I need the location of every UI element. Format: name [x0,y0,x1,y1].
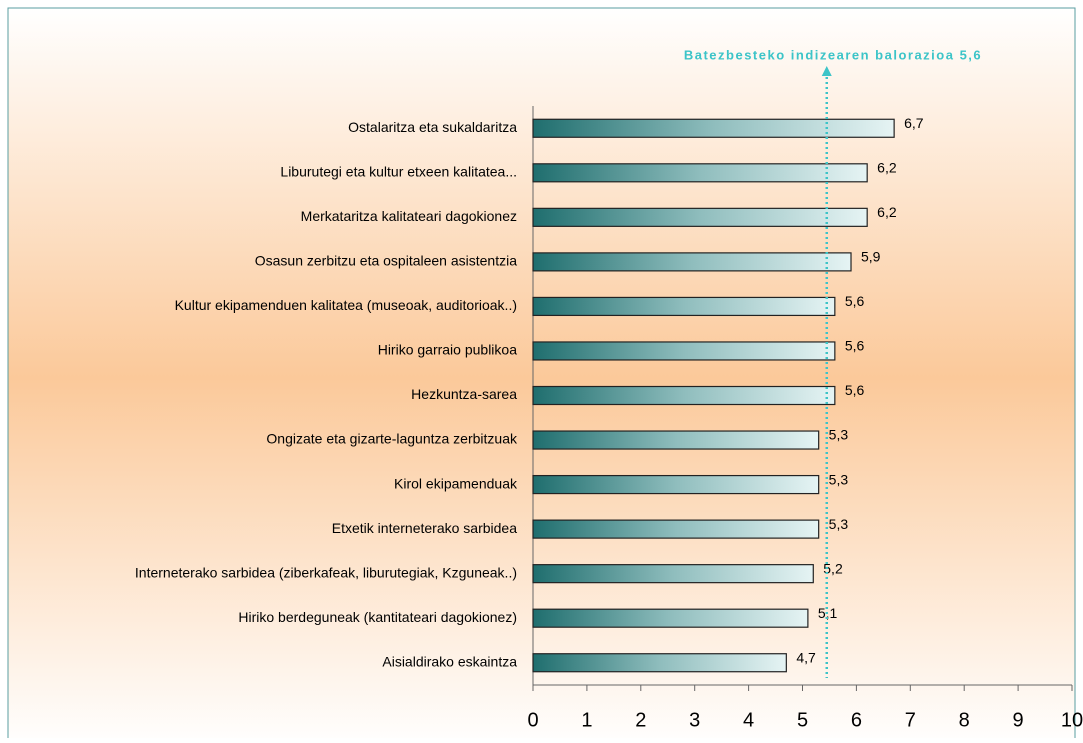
category-label: Aisialdirako eskaintza [382,653,517,669]
bar [532,296,836,317]
value-label: 5,3 [829,516,849,532]
category-label: Merkataritza kalitateari dagokionez [301,208,517,224]
bar [532,341,836,361]
category-label: Ostalaritza eta sukaldaritza [348,119,517,135]
value-label: 5,6 [845,293,865,309]
annotation: Batezbesteko indizearen balorazioa 5,6 [684,47,982,62]
value-label: 5,3 [829,427,849,443]
bar [532,430,820,450]
bar [532,207,868,227]
category-label: Hiriko garraio publikoa [378,342,518,358]
category-label: Kultur ekipamenduen kalitatea (museoak, … [175,297,517,313]
x-tick-label: 10 [1061,709,1083,731]
bar [532,385,836,406]
value-label: 4,7 [796,649,816,665]
bar [532,252,852,272]
category-label: Hezkuntza-sarea [411,386,517,402]
bar [532,564,814,584]
value-label: 5,9 [861,249,881,265]
category-label: Etxetik interneterako sarbidea [332,520,517,536]
value-label: 5,6 [845,382,865,398]
value-label: 5,6 [845,338,865,354]
x-tick-label: 5 [797,709,808,731]
bar [532,118,895,138]
x-tick-label: 9 [1013,709,1024,731]
value-label: 6,2 [877,160,897,176]
x-tick-label: 7 [905,709,916,731]
x-tick-label: 1 [581,709,592,731]
category-label: Liburutegi eta kultur etxeen kalitatea..… [280,164,517,180]
value-label: 6,2 [877,204,897,220]
x-tick-label: 2 [635,709,646,731]
value-label: 5,2 [823,560,843,576]
bar [532,653,787,673]
bar [532,608,809,628]
bar [532,519,820,539]
category-label: Kirol ekipamenduak [394,475,518,491]
x-tick-label: 3 [689,709,700,731]
value-label: 5,3 [829,471,849,487]
x-tick-label: 8 [959,709,970,731]
x-tick-label: 6 [851,709,862,731]
category-label: Ongizate eta gizarte-laguntza zerbitzuak [266,431,518,447]
bar [532,474,820,495]
category-label: Interneterako sarbidea (ziberkafeak, lib… [135,564,517,580]
x-tick-label: 4 [743,709,754,731]
reference-arrow [821,66,832,76]
category-label: Osasun zerbitzu eta ospitaleen asistentz… [255,253,517,269]
bar [532,163,868,183]
category-label: Hiriko berdeguneak (kantitateari dagokio… [238,609,517,625]
value-label: 6,7 [904,115,924,131]
x-tick-label: 0 [527,709,538,731]
